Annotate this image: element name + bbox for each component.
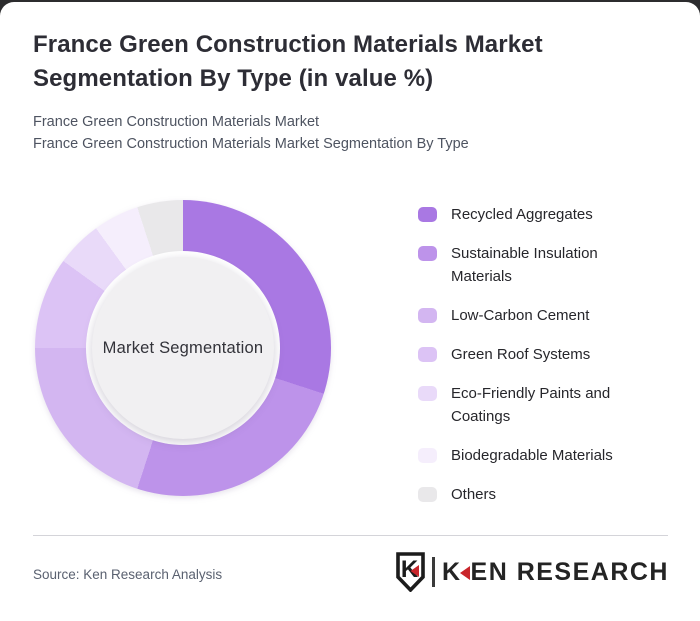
legend-item: Sustainable Insulation Materials [418,242,668,288]
legend-label: Biodegradable Materials [451,447,613,464]
legend-item: Eco-Friendly Paints and Coatings [418,382,668,428]
logo-shield-icon: K [396,552,425,592]
legend-swatch [418,487,437,502]
ken-research-logo: K K EN RESEARCH [395,552,669,592]
logo-red-triangle-icon [459,566,470,580]
logo-wordmark-rest: EN RESEARCH [470,557,669,586]
subtitle-line-1: France Green Construction Materials Mark… [33,114,320,130]
legend-swatch [418,308,437,323]
donut-center-circle: Market Segmentation [92,257,274,439]
subtitle-line-2: France Green Construction Materials Mark… [33,135,469,152]
logo-wordmark-k: K [441,557,462,586]
legend-label: Eco-Friendly Paints and Coatings [451,385,611,425]
logo-separator [431,557,435,587]
legend-label: Sustainable Insulation Materials [451,245,598,285]
legend-item: Others [418,483,668,506]
chart-subtitles: France Green Construction Materials Mark… [33,112,469,155]
page-title: France Green Construction Materials Mark… [33,31,543,92]
legend-swatch [418,386,437,401]
donut-chart: Market Segmentation [35,200,331,496]
legend-swatch [418,347,437,362]
logo-wordmark: K EN RESEARCH [442,558,669,587]
legend-item: Green Roof Systems [418,343,668,366]
source-text: Source: Ken Research Analysis [33,567,223,582]
legend-label: Green Roof Systems [451,346,591,363]
chart-legend: Recycled Aggregates Sustainable Insulatio… [418,203,668,506]
legend-swatch [418,246,437,261]
legend-swatch [418,207,437,222]
svg-text:K: K [401,556,419,583]
legend-item: Low-Carbon Cement [418,304,668,327]
donut-center-label: Market Segmentation [102,338,264,357]
legend-label: Others [451,486,497,503]
legend-label: Low-Carbon Cement [451,307,590,324]
footer-divider [33,535,668,536]
legend-item: Recycled Aggregates [418,203,668,226]
legend-swatch [418,448,437,463]
legend-item: Biodegradable Materials [418,444,668,467]
legend-label: Recycled Aggregates [451,206,593,223]
